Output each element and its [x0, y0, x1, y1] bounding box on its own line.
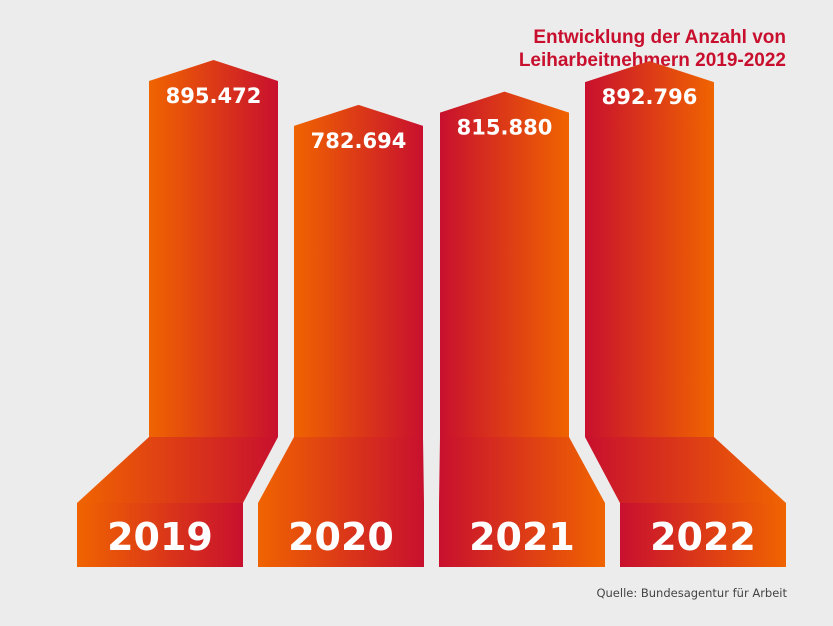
category-label-2019: 2019 — [107, 515, 213, 559]
source-note: Quelle: Bundesagentur für Arbeit — [596, 586, 787, 600]
bar-base-2020 — [258, 503, 424, 567]
bar-base-2021 — [439, 503, 605, 567]
value-label-2022: 892.796 — [602, 85, 698, 109]
bar-foot-2019 — [77, 437, 278, 503]
chart-title-line-1: Entwicklung der Anzahl von — [533, 27, 786, 48]
bar-base-2022 — [620, 503, 786, 567]
bar-2022 — [585, 61, 714, 438]
chart-title-line-2: Leiharbeitnehmern 2019-2022 — [518, 50, 786, 71]
category-label-2021: 2021 — [469, 515, 575, 559]
bar-base-2019 — [77, 503, 243, 567]
value-label-2019: 895.472 — [166, 84, 262, 108]
value-label-2020: 782.694 — [311, 129, 407, 153]
bar-foot-2021 — [439, 437, 605, 503]
bar-2020 — [294, 104, 423, 437]
value-label-2021: 815.880 — [457, 116, 553, 140]
category-label-2020: 2020 — [288, 515, 394, 559]
bar-foot-2020 — [258, 437, 424, 503]
chart-title: Entwicklung der Anzahl von Leiharbeitneh… — [519, 26, 786, 72]
bar-2021 — [440, 91, 569, 438]
category-label-2022: 2022 — [650, 515, 756, 559]
bar-foot-2022 — [585, 437, 786, 503]
bar-2019 — [149, 60, 278, 437]
